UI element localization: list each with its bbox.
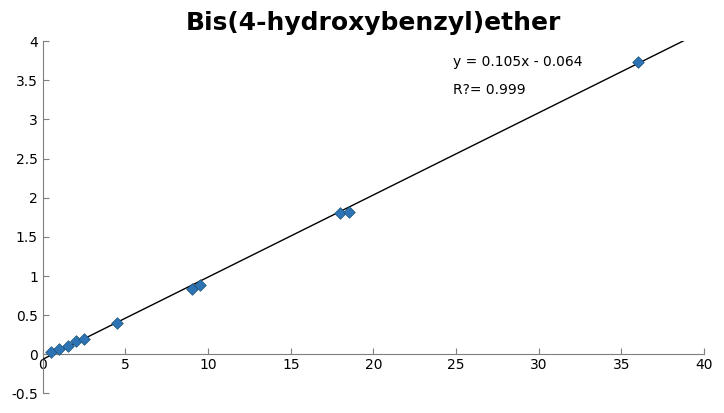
Point xyxy=(62,343,73,350)
Point xyxy=(632,59,644,66)
Point xyxy=(111,320,123,326)
Point xyxy=(45,349,56,355)
Point xyxy=(78,335,90,342)
Text: R?= 0.999: R?= 0.999 xyxy=(452,83,526,97)
Point xyxy=(54,346,65,352)
Point xyxy=(70,338,82,344)
Point xyxy=(334,210,346,217)
Point xyxy=(194,282,206,289)
Text: y = 0.105x - 0.064: y = 0.105x - 0.064 xyxy=(452,55,582,69)
Title: Bis(4-hydroxybenzyl)ether: Bis(4-hydroxybenzyl)ether xyxy=(186,11,561,35)
Point xyxy=(343,209,355,215)
Point xyxy=(186,285,198,292)
